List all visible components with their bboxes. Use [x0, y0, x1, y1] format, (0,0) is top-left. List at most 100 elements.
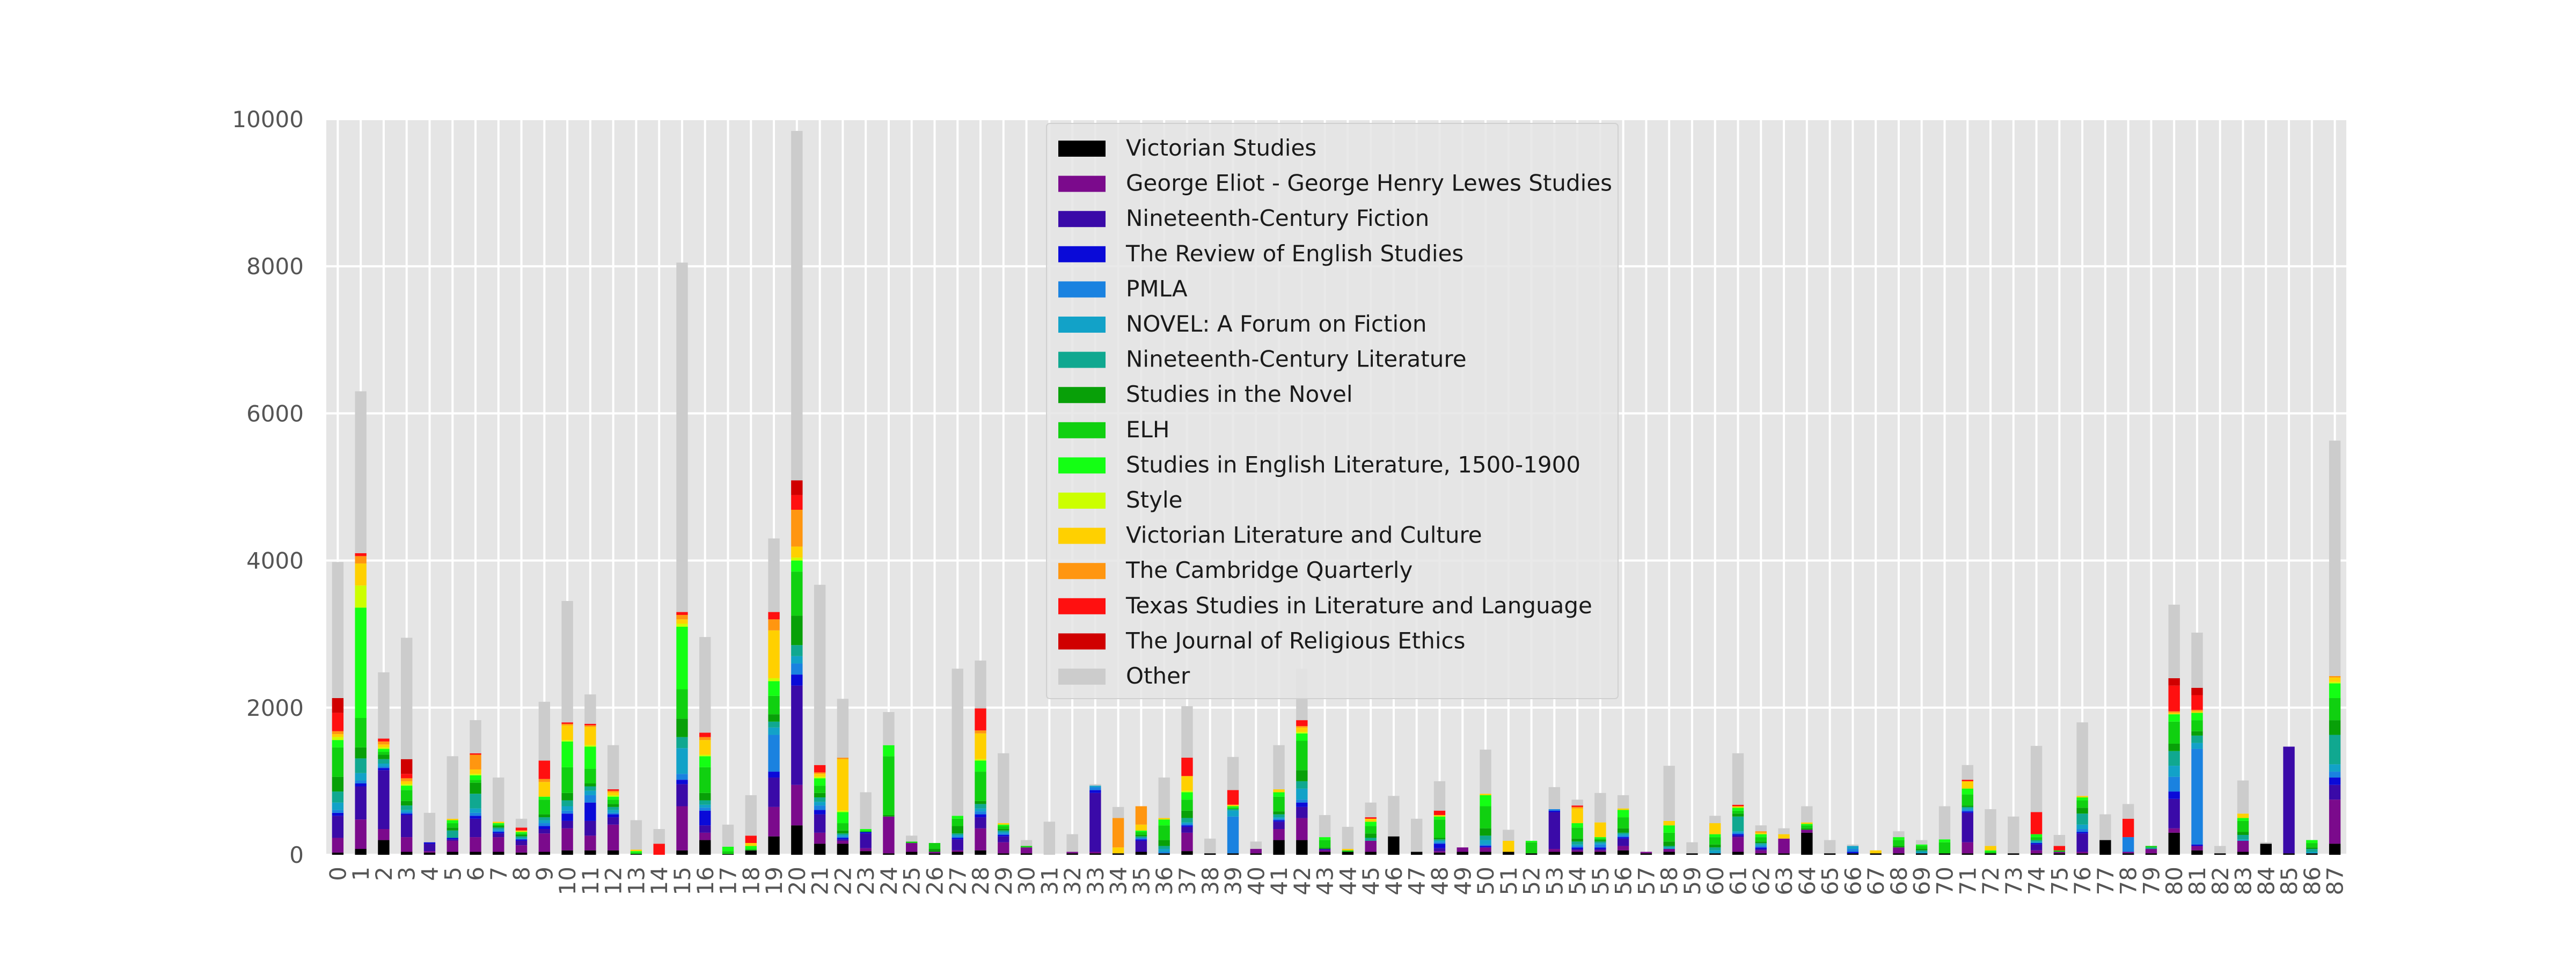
bar-segment — [1732, 813, 1744, 817]
bar-segment — [2329, 441, 2341, 676]
bar-segment — [355, 563, 367, 586]
bar-segment — [1916, 846, 1928, 849]
bar-segment — [860, 832, 872, 834]
x-tick-label: 24 — [876, 867, 902, 895]
bar-segment — [1250, 841, 1262, 849]
bar-segment — [561, 800, 573, 806]
bar-segment — [768, 836, 780, 855]
bar-segment — [1548, 849, 1561, 852]
bar-segment — [745, 795, 757, 836]
x-tick-label: 12 — [601, 867, 627, 895]
bar-segment — [355, 553, 367, 556]
bar-segment — [1663, 820, 1675, 826]
x-tick-label: 0 — [325, 867, 351, 881]
bar-segment — [1480, 847, 1491, 852]
bar-segment — [1755, 849, 1767, 850]
bar-segment — [1158, 840, 1170, 846]
bar-segment — [1020, 853, 1033, 855]
bar-segment — [1135, 840, 1147, 852]
bar-segment — [2329, 764, 2341, 772]
bar-segment — [2030, 844, 2043, 850]
bar-segment — [814, 814, 826, 833]
x-tick-label: 5 — [440, 867, 466, 881]
bar-segment — [791, 685, 803, 785]
bar-segment — [1594, 844, 1606, 848]
bar-segment — [768, 714, 780, 722]
bar-segment — [1709, 850, 1721, 854]
bar-segment — [837, 830, 849, 834]
bar-segment — [952, 850, 963, 852]
bar-segment — [2168, 721, 2180, 744]
bar-segment — [2168, 798, 2180, 828]
bar-segment — [355, 819, 367, 849]
bar-segment — [1365, 826, 1377, 834]
bar-segment — [1893, 847, 1905, 854]
legend-swatch — [1058, 141, 1106, 157]
legend-swatch — [1058, 317, 1106, 333]
bar-segment — [378, 763, 390, 767]
x-tick-label: 36 — [1151, 867, 1177, 895]
bar-segment — [2237, 813, 2249, 818]
bar-segment — [1732, 837, 1744, 852]
bar-segment — [791, 546, 803, 558]
legend-label: Other — [1126, 663, 1190, 689]
bar-segment — [1273, 840, 1285, 855]
bar-segment — [2168, 713, 2180, 715]
bar-segment — [401, 805, 413, 810]
bar-segment — [1938, 853, 1951, 855]
x-tick-label: 35 — [1128, 867, 1154, 895]
bar-segment — [561, 723, 573, 725]
bar-segment — [676, 784, 688, 806]
bar-segment — [515, 836, 528, 838]
bar-segment — [2053, 834, 2066, 846]
bar-segment — [699, 754, 711, 757]
bar-segment — [561, 813, 573, 821]
bar-segment — [1571, 846, 1583, 848]
bar-segment — [1962, 788, 1973, 795]
bar-segment — [470, 720, 481, 753]
x-tick-label: 77 — [2092, 867, 2119, 895]
bar-segment — [1962, 853, 1973, 855]
bar-segment — [1617, 828, 1629, 833]
bar-segment — [2076, 853, 2088, 855]
bar-segment — [378, 741, 390, 745]
bar-segment — [1227, 810, 1239, 817]
bar-segment — [1571, 800, 1583, 806]
bar-segment — [1227, 853, 1239, 855]
bar-segment — [1296, 732, 1308, 734]
bar-segment — [814, 774, 826, 777]
bar-segment — [1480, 852, 1491, 855]
x-tick-label: 50 — [1473, 867, 1499, 895]
bar-segment — [928, 849, 941, 852]
bar-segment — [607, 800, 619, 804]
bar-segment — [378, 744, 390, 747]
bar-segment — [470, 753, 481, 755]
bar-segment — [538, 701, 551, 761]
bar-segment — [699, 808, 711, 811]
bar-segment — [493, 833, 504, 838]
bar-segment — [1181, 822, 1193, 824]
bar-segment — [2168, 604, 2180, 678]
x-tick-label: 19 — [761, 867, 787, 895]
bar-segment — [837, 836, 849, 838]
bar-segment — [2237, 852, 2249, 855]
bar-segment — [515, 840, 528, 846]
legend-box — [1046, 123, 1619, 699]
bar-segment — [1296, 781, 1308, 789]
bar-segment — [355, 556, 367, 564]
bar-segment — [1273, 817, 1285, 819]
bar-segment — [975, 804, 986, 809]
bar-segment — [1525, 842, 1538, 854]
bar-segment — [538, 817, 551, 820]
bar-segment — [1273, 796, 1285, 812]
bar-segment — [906, 835, 918, 842]
bar-segment — [837, 840, 849, 844]
bar-segment — [607, 810, 619, 813]
bar-segment — [1066, 834, 1078, 852]
bar-segment — [1847, 852, 1859, 854]
bar-segment — [1181, 800, 1193, 811]
x-axis: 0123456789101112131415161718192021222324… — [325, 867, 2348, 895]
bar-segment — [1112, 806, 1124, 818]
bar-segment — [470, 852, 481, 855]
bar-segment — [676, 718, 688, 737]
